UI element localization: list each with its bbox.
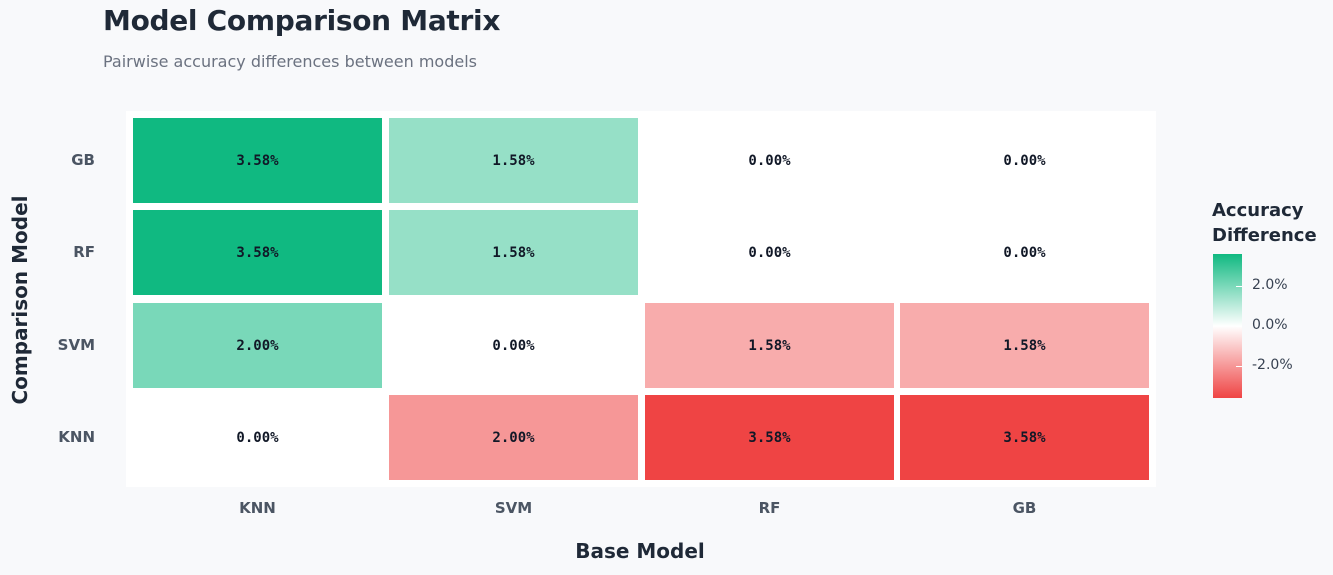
heatmap-cell-gb-rf: 0.00% (645, 118, 894, 203)
heatmap-cell-gb-gb: 0.00% (900, 118, 1149, 203)
cell-value-label: 3.58% (748, 429, 791, 446)
chart-title: Model Comparison Matrix (103, 4, 501, 37)
cell-value-label: 1.58% (1003, 337, 1046, 354)
cell-value-label: 2.00% (492, 429, 535, 446)
heatmap-cell-rf-knn: 3.58% (133, 210, 382, 295)
colorbar-tick-label: 0.0% (1252, 317, 1288, 333)
y-tick-label-gb: GB (71, 150, 95, 169)
cell-value-label: 0.00% (1003, 152, 1046, 169)
heatmap-cell-knn-gb: 3.58% (900, 395, 1149, 480)
y-tick-label-svm: SVM (57, 335, 95, 354)
x-axis-label: Base Model (575, 539, 705, 563)
y-tick-label-rf: RF (73, 242, 95, 261)
cell-value-label: 1.58% (492, 244, 535, 261)
cell-value-label: 3.58% (1003, 429, 1046, 446)
heatmap-cell-rf-svm: 1.58% (389, 210, 638, 295)
x-tick-label-knn: KNN (239, 499, 276, 517)
colorbar-tick-label: 2.0% (1252, 277, 1288, 293)
y-tick-label-knn: KNN (58, 427, 95, 446)
heatmap-cell-knn-knn: 0.00% (133, 395, 382, 480)
cell-value-label: 3.58% (236, 244, 279, 261)
heatmap-cell-svm-svm: 0.00% (389, 303, 638, 388)
cell-value-label: 0.00% (236, 429, 279, 446)
heatmap-cell-gb-knn: 3.58% (133, 118, 382, 203)
colorbar-title: Accuracy Difference (1212, 198, 1317, 248)
x-tick-label-gb: GB (1012, 499, 1037, 517)
heatmap-cell-rf-rf: 0.00% (645, 210, 894, 295)
cell-value-label: 1.58% (492, 152, 535, 169)
cell-value-label: 0.00% (748, 244, 791, 261)
colorbar-title-line-2: Difference (1212, 225, 1317, 246)
y-axis-label: Comparison Model (8, 195, 32, 405)
colorbar-tick-mark (1236, 326, 1242, 327)
heatmap-cell-knn-svm: 2.00% (389, 395, 638, 480)
colorbar-tick-label: -2.0% (1252, 357, 1293, 373)
cell-value-label: 2.00% (236, 337, 279, 354)
cell-value-label: 0.00% (492, 337, 535, 354)
heatmap-cell-svm-gb: 1.58% (900, 303, 1149, 388)
heatmap-cell-rf-gb: 0.00% (900, 210, 1149, 295)
heatmap-panel: 3.58% 1.58% 0.00% 0.00% 3.58% 1.58% 0.00% 0.00%… (126, 111, 1156, 487)
chart-subtitle: Pairwise accuracy differences between mo… (103, 52, 477, 71)
cell-value-label: 0.00% (1003, 244, 1046, 261)
x-tick-label-rf: RF (758, 499, 781, 517)
cell-value-label: 3.58% (236, 152, 279, 169)
heatmap-cell-knn-rf: 3.58% (645, 395, 894, 480)
cell-value-label: 1.58% (748, 337, 791, 354)
heatmap-cell-svm-rf: 1.58% (645, 303, 894, 388)
colorbar-title-line-1: Accuracy (1212, 200, 1304, 221)
x-tick-label-svm: SVM (494, 499, 533, 517)
heatmap-cell-svm-knn: 2.00% (133, 303, 382, 388)
heatmap-cell-gb-svm: 1.58% (389, 118, 638, 203)
colorbar-tick-mark (1236, 366, 1242, 367)
cell-value-label: 0.00% (748, 152, 791, 169)
colorbar-tick-mark (1236, 286, 1242, 287)
